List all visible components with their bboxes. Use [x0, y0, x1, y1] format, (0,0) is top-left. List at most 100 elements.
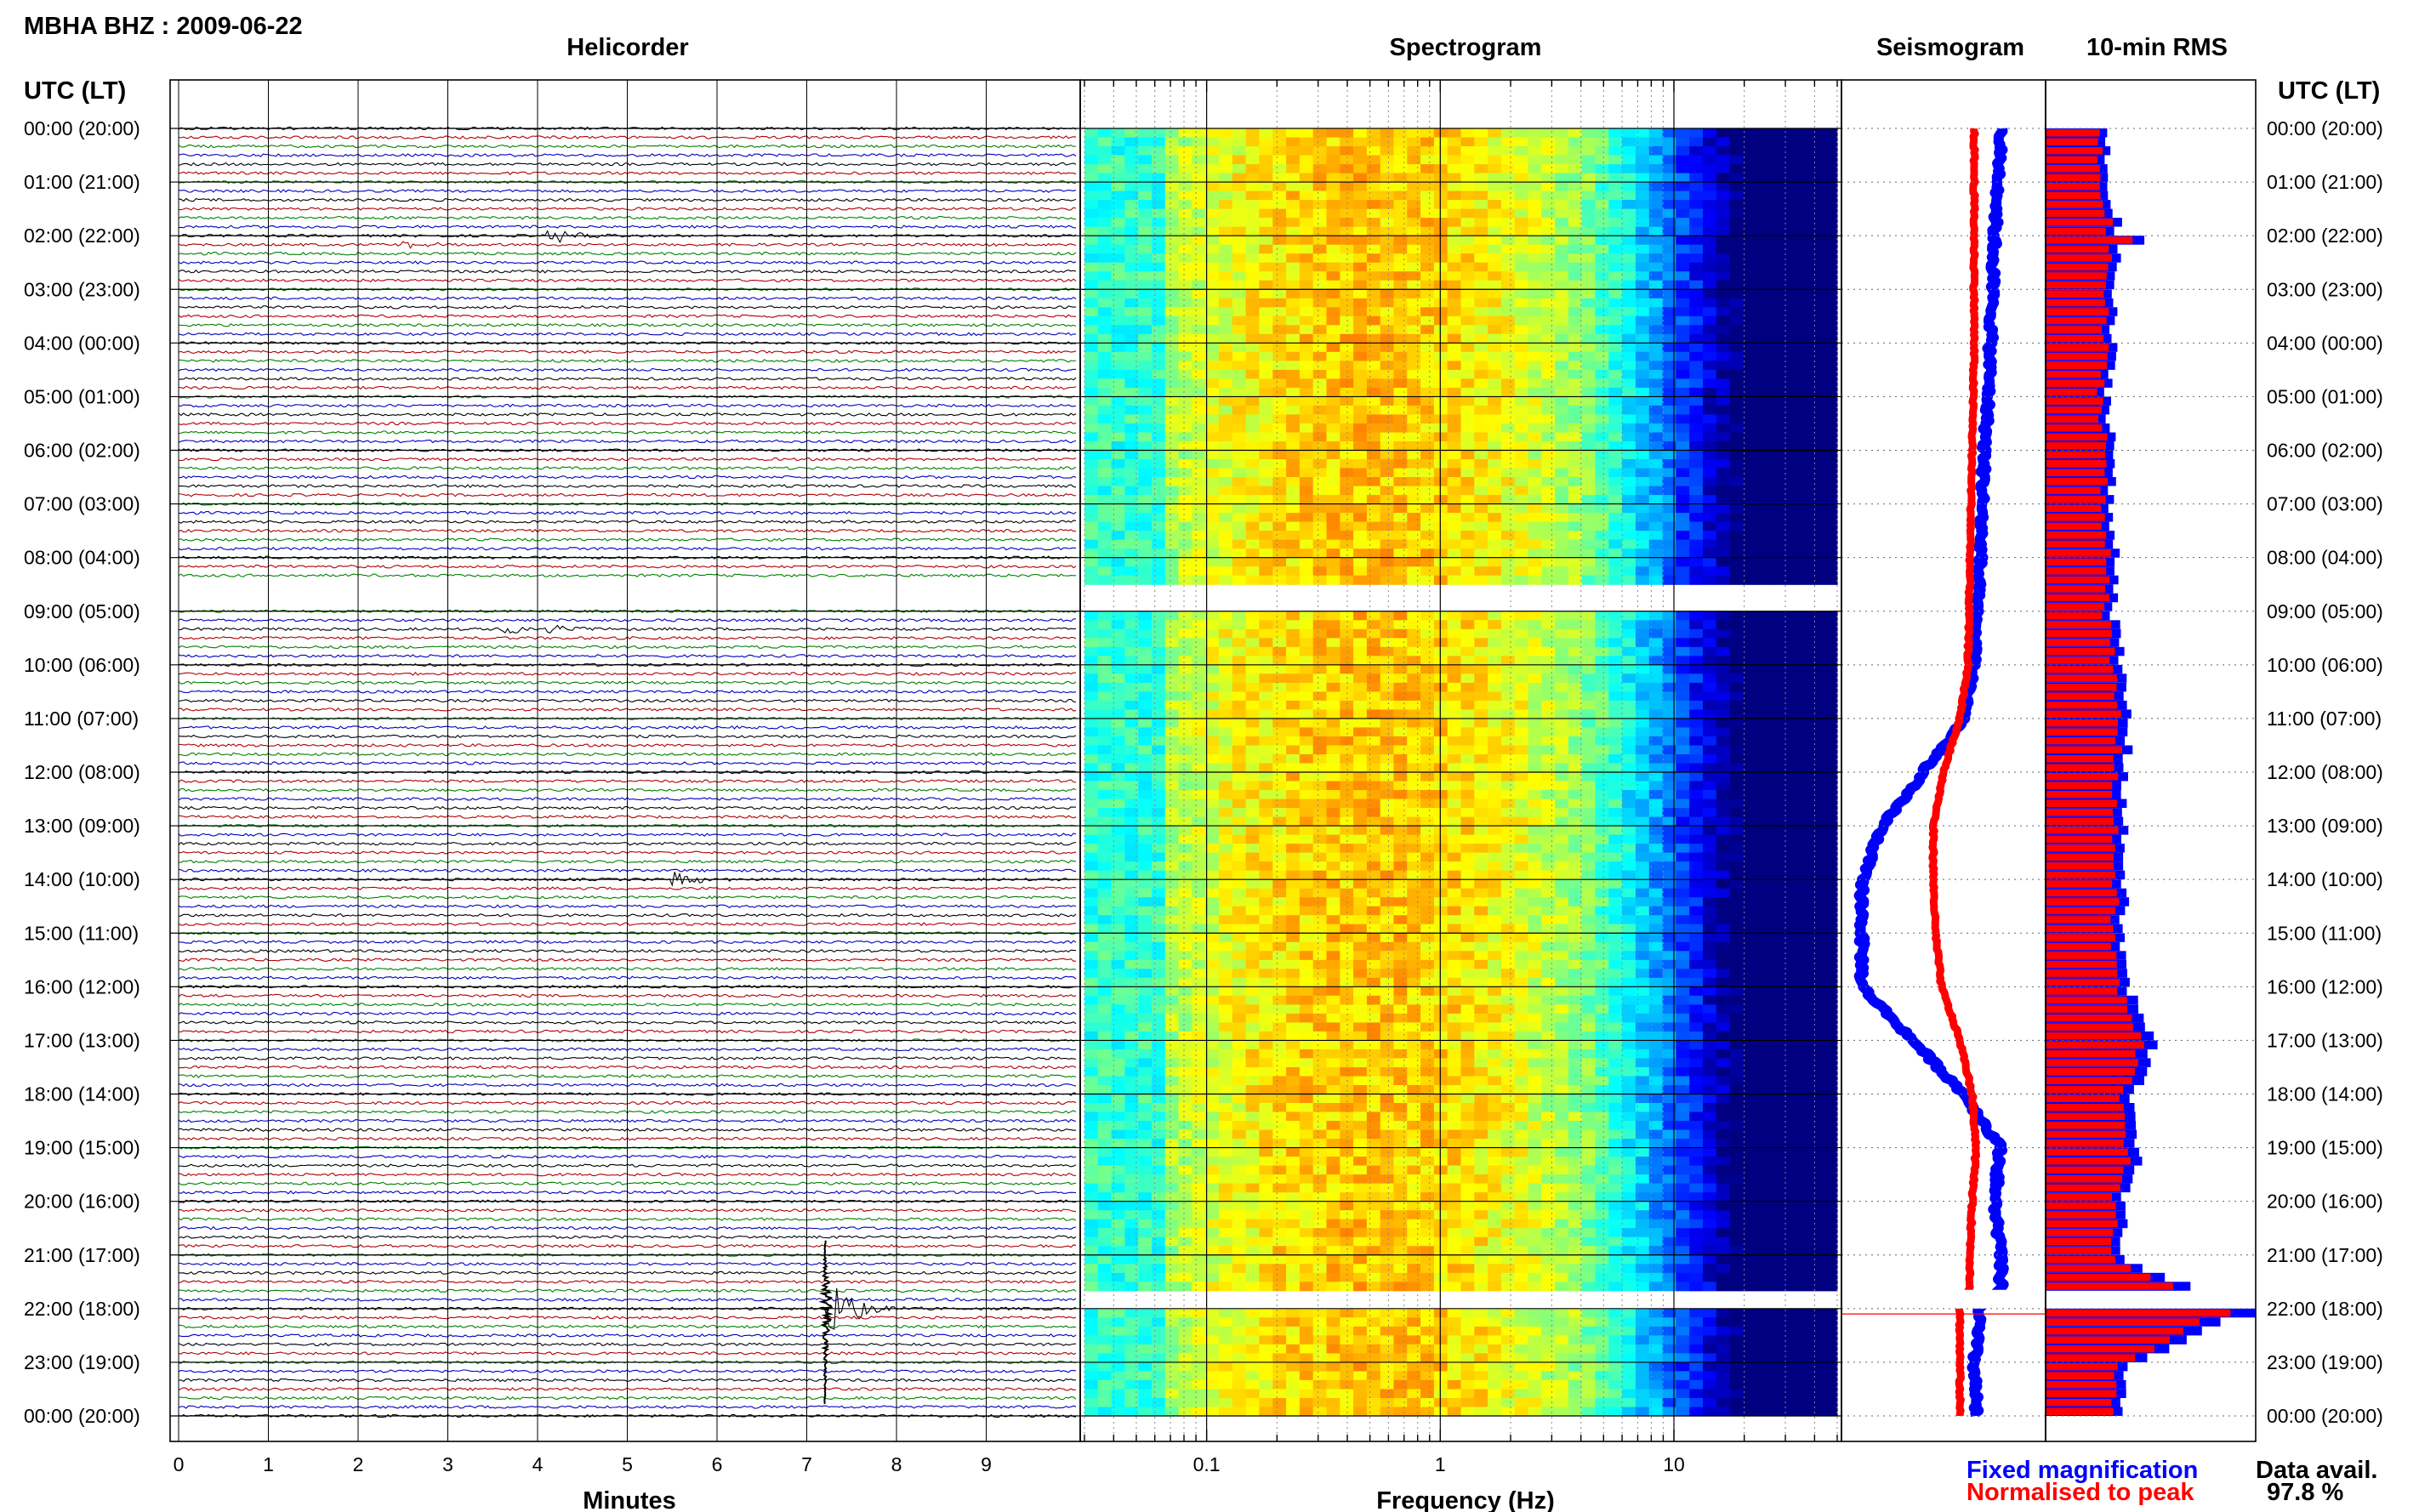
spectrogram-cell — [1245, 933, 1260, 943]
spectrogram-cell — [1756, 369, 1771, 379]
spectrogram-cell — [1810, 369, 1824, 379]
spectrogram-cell — [1433, 432, 1449, 442]
spectrogram-cell — [1205, 691, 1220, 702]
spectrogram-cell — [1340, 745, 1354, 755]
spectrogram-cell — [1353, 906, 1368, 916]
spectrogram-cell — [1622, 745, 1636, 755]
spectrogram-cell — [1460, 190, 1475, 201]
spectrogram-cell — [1608, 879, 1623, 890]
spectrogram-cell — [1272, 441, 1287, 452]
spectrogram-cell — [1824, 182, 1838, 192]
spectrogram-cell — [1138, 432, 1153, 442]
spectrogram-cell — [1152, 226, 1166, 236]
spectrogram-cell — [1111, 128, 1125, 139]
spectrogram-cell — [1084, 826, 1099, 836]
spectrogram-cell — [1500, 137, 1516, 147]
spectrogram-cell — [1743, 736, 1757, 746]
spectrogram-cell — [1810, 459, 1824, 469]
spectrogram-cell — [1138, 557, 1153, 567]
spectrogram-cell — [1340, 298, 1354, 308]
spectrogram-cell — [1500, 852, 1516, 862]
spectrogram-cell — [1608, 236, 1623, 246]
spectrogram-cell — [1500, 164, 1516, 174]
spectrogram-cell — [1084, 378, 1099, 389]
spectrogram-cell — [1783, 539, 1798, 549]
spectrogram-cell — [1581, 549, 1597, 559]
spectrogram-cell — [1124, 531, 1139, 541]
spectrogram-cell — [1608, 459, 1623, 469]
spectrogram-cell — [1178, 351, 1192, 361]
spectrogram-cell — [1689, 423, 1704, 434]
spectrogram-cell — [1474, 155, 1488, 165]
spectrogram-cell — [1608, 423, 1623, 434]
spectrogram-cell — [1796, 799, 1811, 809]
spectrogram-cell — [1528, 280, 1542, 290]
spectrogram-cell — [1648, 128, 1664, 139]
spectrogram-cell — [1164, 951, 1180, 961]
spectrogram-cell — [1528, 173, 1542, 183]
spectrogram-cell — [1164, 941, 1180, 952]
spectrogram-cell — [1770, 790, 1784, 800]
spectrogram-cell — [1662, 933, 1676, 943]
spectrogram-cell — [1312, 262, 1328, 272]
spectrogram-cell — [1555, 682, 1569, 692]
spectrogram-cell — [1205, 646, 1220, 657]
spectrogram-cell — [1474, 521, 1488, 531]
spectrogram-cell — [1138, 566, 1153, 577]
spectrogram-cell — [1084, 870, 1099, 880]
spectrogram-cell — [1703, 790, 1717, 800]
spectrogram-cell — [1245, 468, 1260, 478]
spectrogram-cell — [1312, 513, 1328, 523]
spectrogram-cell — [1299, 253, 1314, 264]
spectrogram-cell — [1689, 656, 1704, 666]
spectrogram-cell — [1164, 861, 1180, 872]
spectrogram-cell — [1340, 790, 1354, 800]
spectrogram-cell — [1703, 208, 1717, 219]
spectrogram-cell — [1420, 933, 1435, 943]
spectrogram-cell — [1232, 772, 1247, 782]
spectrogram-cell — [1111, 915, 1125, 925]
spectrogram-cell — [1205, 709, 1220, 719]
spectrogram-cell — [1111, 906, 1125, 916]
spectrogram-cell — [1366, 870, 1381, 880]
spectrogram-cell — [1662, 513, 1676, 523]
spectrogram-cell — [1743, 575, 1757, 585]
spectrogram-cell — [1622, 888, 1636, 898]
spectrogram-cell — [1299, 736, 1314, 746]
spectrogram-cell — [1824, 611, 1838, 621]
spectrogram-cell — [1152, 754, 1166, 765]
spectrogram-cell — [1770, 495, 1784, 505]
spectrogram-cell — [1245, 682, 1260, 692]
spectrogram-cell — [1245, 736, 1260, 746]
spectrogram-cell — [1286, 861, 1301, 872]
spectrogram-cell — [1796, 691, 1811, 702]
spectrogram-cell — [1272, 218, 1287, 228]
spectrogram-cell — [1756, 549, 1771, 559]
spectrogram-cell — [1259, 441, 1273, 452]
spectrogram-cell — [1729, 879, 1744, 890]
spectrogram-cell — [1111, 718, 1125, 728]
spectrogram-cell — [1138, 745, 1153, 755]
spectrogram-cell — [1353, 924, 1368, 934]
spectrogram-cell — [1124, 182, 1139, 192]
spectrogram-cell — [1676, 539, 1690, 549]
spectrogram-cell — [1635, 315, 1650, 326]
spectrogram-cell — [1299, 799, 1314, 809]
spectrogram-cell — [1676, 208, 1690, 219]
spectrogram-cell — [1824, 924, 1838, 934]
spectrogram-cell — [1595, 477, 1609, 487]
spectrogram-cell — [1568, 664, 1583, 674]
spectrogram-cell — [1824, 620, 1838, 630]
spectrogram-cell — [1138, 575, 1153, 585]
spectrogram-cell — [1796, 808, 1811, 818]
spectrogram-cell — [1299, 834, 1314, 844]
spectrogram-cell — [1340, 682, 1354, 692]
spectrogram-cell — [1568, 315, 1583, 326]
spectrogram-cell — [1138, 262, 1153, 272]
spectrogram-cell — [1192, 718, 1206, 728]
spectrogram-cell — [1111, 218, 1125, 228]
spectrogram-cell — [1420, 343, 1435, 353]
spectrogram-cell — [1514, 888, 1529, 898]
spectrogram-cell — [1299, 754, 1314, 765]
spectrogram-cell — [1299, 307, 1314, 317]
